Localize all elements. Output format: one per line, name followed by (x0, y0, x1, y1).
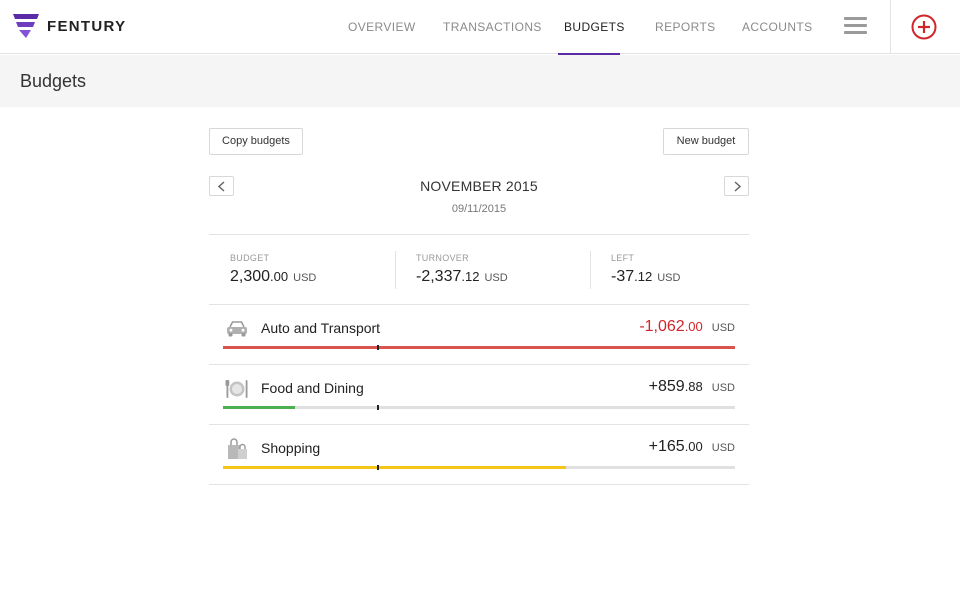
summary-divider (395, 251, 396, 289)
period-title: NOVEMBER 2015 (420, 178, 538, 194)
divider (209, 424, 749, 425)
amount-currency: USD (711, 322, 735, 334)
amount-int: +165 (648, 438, 685, 455)
nav-overview[interactable]: OVERVIEW (348, 20, 416, 34)
plate-cutlery-icon (225, 380, 248, 398)
summary-divider (590, 251, 591, 289)
turnover-label: TURNOVER (416, 253, 469, 263)
budget-progress-marker (376, 465, 379, 470)
budget-int: 2,300 (230, 268, 271, 285)
period-date: 09/11/2015 (451, 203, 507, 215)
page-title: Budgets (20, 71, 87, 91)
amount-int: -1,062 (639, 318, 685, 335)
turnover-dec: .12 (461, 269, 480, 284)
budget-row-auto-transport[interactable]: Auto and Transport -1,062.00 USD (209, 305, 749, 365)
turnover-int: -2,337 (416, 268, 462, 285)
brand-logo[interactable]: FENTURY (13, 14, 126, 38)
budget-progress-fill (223, 466, 567, 469)
left-value: -37.12 USD (611, 268, 680, 286)
divider (209, 364, 749, 365)
plus-circle-icon[interactable] (911, 14, 937, 40)
amount-dec: .00 (684, 439, 703, 454)
divider (209, 304, 749, 305)
divider (209, 484, 749, 485)
amount-int: +859 (648, 378, 685, 395)
turnover-value: -2,337.12 USD (416, 268, 508, 286)
budget-dec: .00 (270, 269, 289, 284)
budget-label: BUDGET (230, 253, 270, 263)
left-label: LEFT (611, 253, 635, 263)
amount-currency: USD (711, 382, 735, 394)
new-budget-button[interactable]: New budget (663, 128, 749, 155)
turnover-currency: USD (484, 272, 508, 284)
budget-row-shopping[interactable]: Shopping +165.00 USD (209, 425, 749, 485)
budget-progress-bar (223, 345, 735, 350)
budget-name: Shopping (261, 440, 321, 456)
amount-currency: USD (711, 442, 735, 454)
budget-progress-fill (223, 346, 735, 349)
brand-name: FENTURY (47, 17, 127, 35)
budget-progress-marker (376, 345, 379, 350)
nav-budgets[interactable]: BUDGETS (558, 0, 624, 55)
chevron-right-icon (734, 181, 742, 192)
page-title-bar: Budgets (0, 55, 960, 107)
hamburger-icon[interactable] (844, 17, 867, 35)
budget-currency: USD (293, 272, 317, 284)
budget-amount: +165.00 USD (649, 438, 735, 456)
next-period-button[interactable] (724, 176, 749, 196)
amount-dec: .00 (684, 319, 703, 334)
budget-progress-bar (223, 465, 735, 470)
budget-progress-marker (376, 405, 379, 410)
budget-progress-bar (223, 405, 735, 410)
left-dec: .12 (634, 269, 653, 284)
nav-transactions[interactable]: TRANSACTIONS (443, 20, 542, 34)
shopping-bags-icon (228, 438, 247, 459)
budget-amount: -1,062.00 USD (639, 318, 735, 336)
amount-dec: .88 (684, 379, 703, 394)
left-int: -37 (611, 268, 635, 285)
car-icon (227, 321, 247, 337)
budget-amount: +859.88 USD (649, 378, 735, 396)
top-bar: FENTURY OVERVIEW TRANSACTIONS BUDGETS RE… (0, 0, 960, 55)
nav-accounts[interactable]: ACCOUNTS (742, 20, 813, 34)
budget-value: 2,300.00 USD (230, 268, 316, 286)
prev-period-button[interactable] (209, 176, 234, 196)
divider (209, 234, 749, 235)
copy-budgets-button[interactable]: Copy budgets (209, 128, 303, 155)
nav-reports[interactable]: REPORTS (655, 20, 716, 34)
budget-row-food-dining[interactable]: Food and Dining +859.88 USD (209, 365, 749, 425)
header-divider (890, 0, 891, 54)
chevron-left-icon (217, 181, 225, 192)
budget-name: Food and Dining (261, 380, 364, 396)
budget-name: Auto and Transport (261, 320, 381, 336)
fentury-logo-icon (13, 14, 39, 38)
budget-progress-fill (223, 406, 295, 409)
left-currency: USD (657, 272, 681, 284)
